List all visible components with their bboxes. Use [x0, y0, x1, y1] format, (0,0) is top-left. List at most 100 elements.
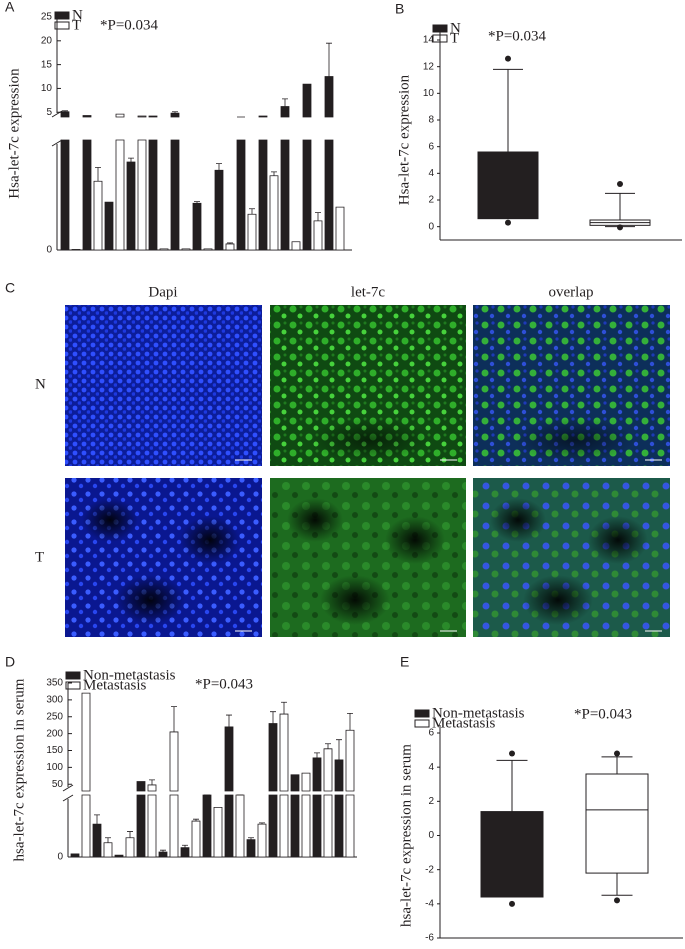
bar [334, 759, 344, 858]
bar [136, 781, 146, 858]
bar [82, 115, 92, 251]
outlier [505, 55, 511, 62]
y-tick-label: 4 [428, 168, 434, 179]
y-tick-label: 0 [57, 852, 63, 863]
y-axis-label: Hsa-let-7c expression [396, 74, 412, 205]
y-tick-label: 50 [52, 779, 64, 790]
y-tick-label: 8 [428, 115, 434, 126]
error-bar [216, 163, 222, 171]
bar [213, 807, 223, 858]
bar [203, 248, 213, 251]
outlier [505, 219, 511, 226]
outlier [614, 897, 620, 904]
legend-swatch [65, 671, 81, 680]
y-tick-label: 0 [428, 830, 434, 841]
scale-bars [235, 459, 662, 632]
legend-swatch [54, 21, 70, 30]
y-tick-label: -4 [425, 898, 434, 909]
bar [104, 201, 114, 251]
outlier [617, 181, 623, 187]
error-bar [182, 844, 188, 848]
bar [137, 115, 147, 251]
y-tick-label: 250 [46, 711, 63, 722]
legend-swatch [54, 11, 70, 20]
y-tick-label: 15 [41, 59, 53, 70]
bar [225, 243, 235, 251]
bar [236, 116, 246, 251]
bar [224, 726, 234, 858]
micrograph [65, 305, 262, 466]
column-title: Dapi [148, 284, 177, 300]
axis-break [51, 139, 63, 147]
row-title: N [35, 376, 46, 392]
outlier [617, 224, 623, 231]
error-bar [105, 837, 111, 843]
bar [269, 175, 279, 251]
bar [93, 180, 103, 251]
bar [280, 106, 290, 251]
error-bar [259, 822, 265, 825]
legend-label: T [450, 30, 459, 46]
bar [335, 206, 345, 251]
error-bar [314, 752, 320, 758]
panel-label: A [5, 0, 15, 15]
y-tick-label: 2 [428, 796, 434, 807]
outlier [509, 750, 515, 757]
annotation: *P=0.043 [574, 706, 632, 722]
annotation: *P=0.034 [100, 17, 159, 33]
bar [290, 774, 300, 858]
bar [202, 794, 212, 858]
y-tick-label: 20 [41, 35, 53, 46]
y-tick-label: 2 [428, 195, 434, 206]
bar [258, 115, 268, 251]
error-bar [194, 201, 200, 204]
y-tick-label: 25 [41, 12, 53, 23]
error-bar [336, 739, 342, 760]
y-tick-label: 10 [41, 83, 53, 94]
bar [302, 83, 312, 251]
error-bar [347, 712, 353, 731]
bar [148, 115, 158, 251]
bar [268, 723, 278, 858]
error-bar [193, 818, 199, 822]
legend-label: Non-metastasis [83, 667, 176, 683]
bar [70, 853, 80, 858]
y-tick-label: 350 [46, 678, 63, 689]
y-tick-label: 14 [423, 35, 435, 46]
y-tick-label: -6 [425, 933, 434, 944]
y-tick-label: 4 [428, 762, 434, 773]
bar [301, 772, 311, 858]
y-tick-label: 0 [46, 245, 52, 256]
legend-label: Non-metastasis [432, 705, 525, 721]
legend-swatch [414, 719, 430, 728]
y-tick-label: 6 [428, 141, 434, 152]
panel-label: E [400, 654, 409, 670]
panel-label: B [395, 1, 404, 17]
axis-break [62, 784, 74, 792]
whisker [601, 756, 633, 774]
bar [126, 161, 136, 251]
bar [103, 842, 113, 858]
annotation: *P=0.034 [488, 28, 547, 44]
error-bar [95, 167, 101, 182]
bar [60, 111, 70, 251]
bar [115, 113, 125, 251]
whisker [605, 192, 635, 220]
y-axis-label: Hsa-let-7c expression [6, 68, 22, 199]
outlier [509, 900, 515, 907]
bar [313, 220, 323, 251]
bar [279, 713, 289, 858]
legend-label: Metastasis [432, 715, 495, 731]
outlier [614, 750, 620, 757]
y-axis-label: hsa-let-7c expression in serum [398, 744, 414, 927]
panel-label: D [5, 654, 15, 670]
box [585, 773, 649, 874]
bar [71, 249, 81, 251]
error-bar [271, 171, 277, 176]
error-bar [227, 242, 233, 244]
bar [158, 851, 168, 858]
y-tick-label: 100 [46, 762, 63, 773]
error-bar [226, 714, 232, 727]
bar [159, 248, 169, 251]
whisker [496, 759, 528, 812]
